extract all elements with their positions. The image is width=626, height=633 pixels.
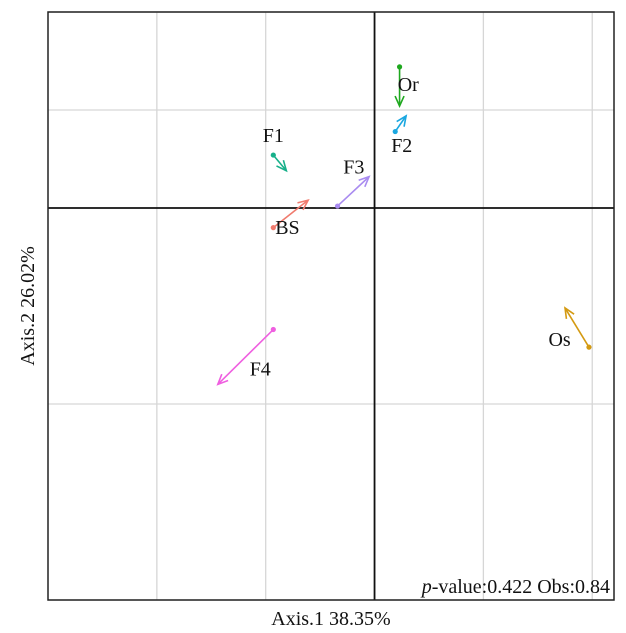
- arrow-head-f2: [396, 114, 408, 127]
- p-symbol: p: [420, 576, 432, 598]
- arrow-label-os: Os: [548, 329, 570, 351]
- arrows-layer: [216, 64, 592, 386]
- arrow-f1: [270, 152, 288, 173]
- arrow-shaft-f3: [336, 176, 370, 207]
- arrow-f3: [334, 175, 371, 209]
- arrow-shaft-f1: [272, 154, 287, 172]
- arrow-label-f2: F2: [391, 135, 412, 157]
- arrow-origin-bs: [270, 225, 276, 231]
- arrow-origin-f2: [392, 128, 398, 135]
- arrow-label-f3: F3: [343, 156, 364, 178]
- arrow-shaft-f2: [394, 115, 407, 133]
- reference-lines: [48, 12, 614, 600]
- arrow-origin-f3: [334, 203, 341, 209]
- arrow-origin-or: [396, 64, 403, 70]
- arrow-head-or: [394, 95, 405, 109]
- arrow-f4: [216, 326, 276, 386]
- stats-annotation: p-value:0.422 Obs:0.84: [420, 576, 610, 598]
- arrow-origin-f1: [270, 152, 276, 158]
- arrow-head-f4: [216, 373, 229, 386]
- arrow-f2: [392, 114, 408, 135]
- arrow-shaft-bs: [272, 199, 309, 229]
- stats-text: -value:0.422 Obs:0.84: [432, 576, 610, 598]
- arrow-shaft-os: [564, 307, 590, 348]
- arrow-origin-f4: [270, 326, 276, 333]
- arrow-os: [563, 306, 592, 350]
- gridlines: [48, 11, 614, 601]
- arrow-label-bs: BS: [275, 217, 299, 239]
- arrow-head-os: [563, 306, 575, 319]
- arrow-or: [394, 64, 405, 109]
- arrow-label-f4: F4: [250, 358, 271, 380]
- plot-frame: [47, 11, 615, 601]
- arrow-head-bs: [297, 198, 310, 211]
- y-axis-label: Axis.2 26.02%: [17, 246, 39, 365]
- arrow-labels-layer: Or F2 F1 F3 BS F4 Os: [250, 74, 571, 380]
- arrow-head-f3: [358, 175, 371, 188]
- arrow-head-f1: [276, 159, 288, 173]
- x-axis-label: Axis.1 38.35%: [271, 608, 390, 630]
- arrow-label-or: Or: [398, 74, 419, 96]
- arrow-label-f1: F1: [263, 125, 284, 147]
- arrow-origin-os: [586, 344, 592, 350]
- arrow-bs: [270, 198, 310, 231]
- arrow-shaft-f4: [217, 328, 274, 385]
